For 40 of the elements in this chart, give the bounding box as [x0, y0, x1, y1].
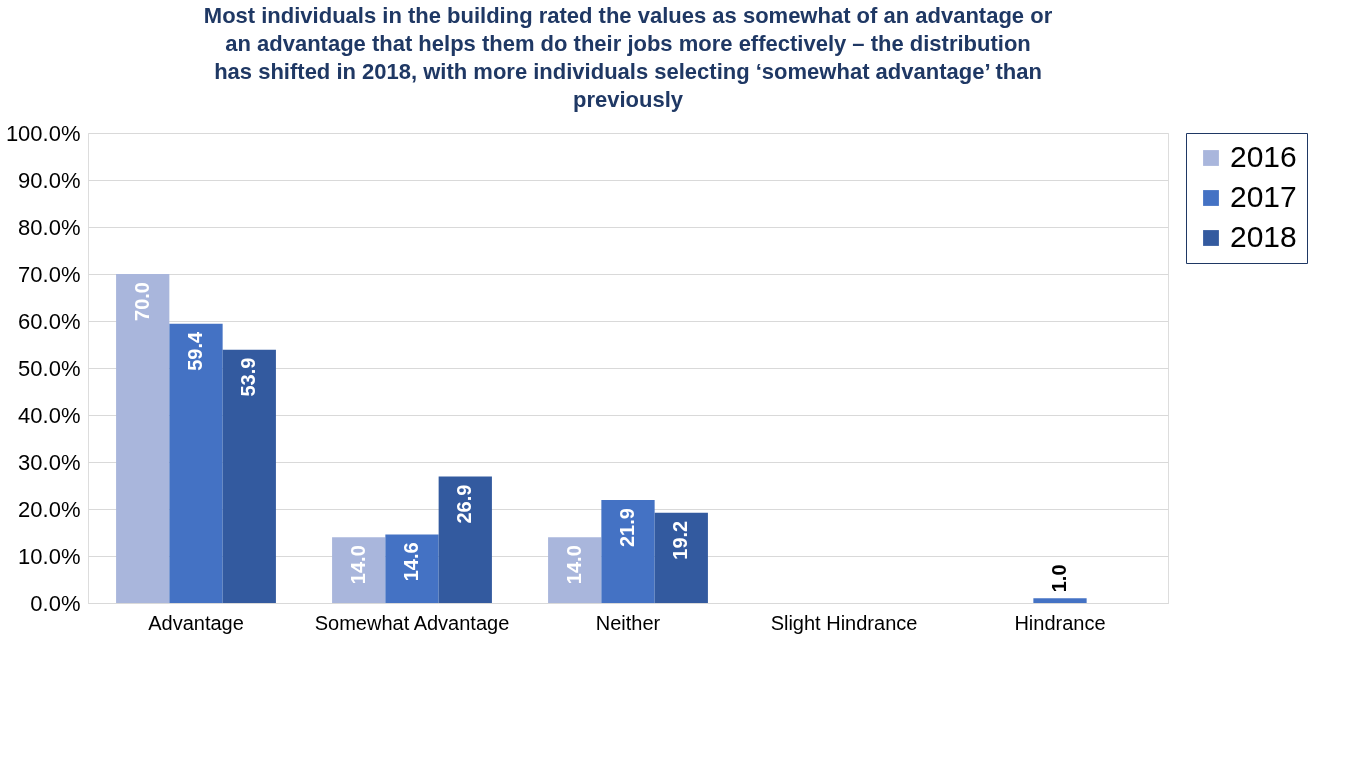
data-label: 26.9: [453, 484, 476, 524]
data-label: 14.6: [400, 542, 422, 582]
bar: [654, 512, 708, 603]
y-tick-label: 10.0%: [18, 543, 81, 569]
chart-title: Most individuals in the building rated the values as somewhat of an advantage or an advantage that helps them do their jobs more effectively – the distribution has shifted in 2018, with more individuals selecting ‘somewhat advantage’ than previously: [203, 3, 1053, 112]
y-tick-label: 0.0%: [30, 590, 81, 616]
x-tick-label: Neither: [595, 611, 661, 634]
data-label: 59.4: [184, 330, 206, 371]
legend-label: 2016: [1230, 140, 1297, 173]
legend-label: 2018: [1230, 220, 1297, 253]
x-tick-label: Advantage: [148, 611, 244, 634]
y-tick-label: 80.0%: [18, 214, 81, 240]
data-label: 21.9: [616, 508, 638, 548]
legend-label: 2017: [1230, 180, 1297, 213]
data-label: 1.0: [1048, 564, 1070, 593]
y-tick-label: 70.0%: [18, 261, 81, 287]
y-tick-label: 60.0%: [18, 308, 81, 334]
y-tick-label: 50.0%: [18, 355, 81, 381]
y-tick-label: 30.0%: [18, 449, 81, 475]
y-tick-label: 90.0%: [18, 167, 81, 193]
bar: [1033, 598, 1087, 603]
bar: [548, 537, 602, 603]
y-tick-label: 20.0%: [18, 496, 81, 522]
data-label: 53.9: [237, 357, 260, 397]
y-tick-label: 100.0%: [5, 120, 81, 146]
y-tick-label: 40.0%: [18, 402, 81, 428]
data-label: 70.0: [130, 282, 153, 321]
bar: [169, 323, 223, 603]
x-tick-label: Somewhat Advantage: [314, 611, 510, 634]
bar: [438, 476, 492, 603]
bar: [116, 274, 170, 603]
x-tick-label: Slight Hindrance: [770, 611, 918, 634]
x-tick-label: Hindrance: [1014, 611, 1106, 634]
bar: [385, 534, 439, 603]
bar: [332, 537, 386, 603]
data-label: 14.0: [346, 545, 369, 585]
data-label: 14.0: [562, 545, 585, 585]
data-label: 19.2: [669, 520, 692, 560]
bar: [222, 349, 276, 603]
bar: [601, 500, 655, 603]
